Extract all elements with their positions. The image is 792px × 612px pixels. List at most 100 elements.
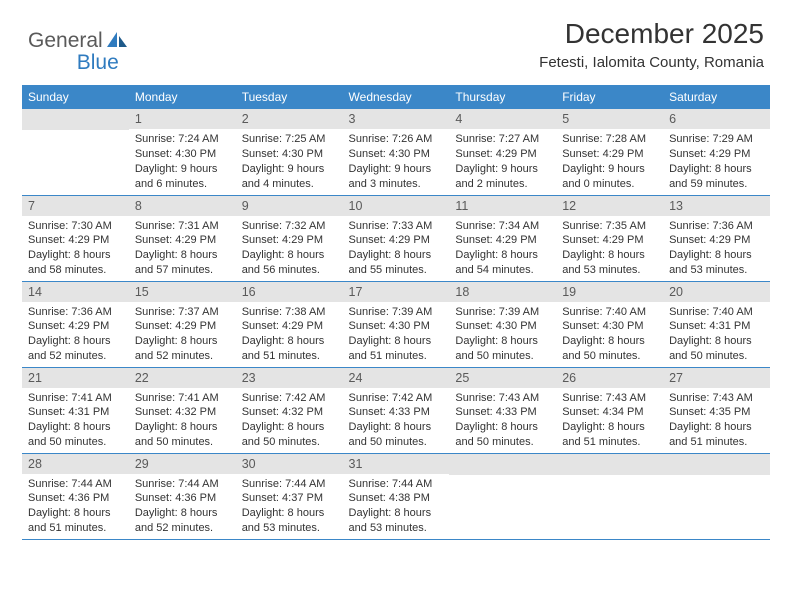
daylight-line: Daylight: 8 hours and 50 minutes. xyxy=(349,420,444,450)
day-cell: 10Sunrise: 7:33 AMSunset: 4:29 PMDayligh… xyxy=(343,195,450,281)
logo-text-blue: Blue xyxy=(77,51,119,75)
location: Fetesti, Ialomita County, Romania xyxy=(539,54,764,71)
sunrise-line: Sunrise: 7:24 AM xyxy=(135,132,230,147)
daylight-line: Daylight: 8 hours and 54 minutes. xyxy=(455,248,550,278)
day-number: 12 xyxy=(556,196,663,216)
week-row: 28Sunrise: 7:44 AMSunset: 4:36 PMDayligh… xyxy=(22,453,770,539)
day-cell: 16Sunrise: 7:38 AMSunset: 4:29 PMDayligh… xyxy=(236,281,343,367)
day-cell: 28Sunrise: 7:44 AMSunset: 4:36 PMDayligh… xyxy=(22,453,129,539)
day-cell: 4Sunrise: 7:27 AMSunset: 4:29 PMDaylight… xyxy=(449,109,556,195)
day-number: 11 xyxy=(449,196,556,216)
empty-daynum-bar xyxy=(22,109,129,130)
day-cell: 9Sunrise: 7:32 AMSunset: 4:29 PMDaylight… xyxy=(236,195,343,281)
sunrise-line: Sunrise: 7:40 AM xyxy=(562,305,657,320)
dow-thursday: Thursday xyxy=(449,85,556,109)
sunset-line: Sunset: 4:29 PM xyxy=(455,147,550,162)
day-cell: 25Sunrise: 7:43 AMSunset: 4:33 PMDayligh… xyxy=(449,367,556,453)
day-cell: 11Sunrise: 7:34 AMSunset: 4:29 PMDayligh… xyxy=(449,195,556,281)
sunset-line: Sunset: 4:30 PM xyxy=(455,319,550,334)
day-cell: 12Sunrise: 7:35 AMSunset: 4:29 PMDayligh… xyxy=(556,195,663,281)
sunrise-line: Sunrise: 7:36 AM xyxy=(669,219,764,234)
sunset-line: Sunset: 4:32 PM xyxy=(242,405,337,420)
sunrise-line: Sunrise: 7:44 AM xyxy=(242,477,337,492)
sunset-line: Sunset: 4:30 PM xyxy=(242,147,337,162)
daylight-line: Daylight: 8 hours and 51 minutes. xyxy=(669,420,764,450)
sunrise-line: Sunrise: 7:40 AM xyxy=(669,305,764,320)
daylight-line: Daylight: 8 hours and 53 minutes. xyxy=(669,248,764,278)
day-number: 27 xyxy=(663,368,770,388)
day-details: Sunrise: 7:42 AMSunset: 4:33 PMDaylight:… xyxy=(343,388,450,452)
week-row: 1Sunrise: 7:24 AMSunset: 4:30 PMDaylight… xyxy=(22,109,770,195)
sunset-line: Sunset: 4:29 PM xyxy=(562,147,657,162)
sunset-line: Sunset: 4:37 PM xyxy=(242,491,337,506)
sunrise-line: Sunrise: 7:32 AM xyxy=(242,219,337,234)
day-number: 19 xyxy=(556,282,663,302)
sunset-line: Sunset: 4:30 PM xyxy=(349,147,444,162)
sunrise-line: Sunrise: 7:26 AM xyxy=(349,132,444,147)
day-details: Sunrise: 7:44 AMSunset: 4:36 PMDaylight:… xyxy=(129,474,236,538)
day-details: Sunrise: 7:39 AMSunset: 4:30 PMDaylight:… xyxy=(449,302,556,366)
sunrise-line: Sunrise: 7:42 AM xyxy=(242,391,337,406)
daylight-line: Daylight: 8 hours and 50 minutes. xyxy=(242,420,337,450)
day-details: Sunrise: 7:36 AMSunset: 4:29 PMDaylight:… xyxy=(22,302,129,366)
day-cell: 8Sunrise: 7:31 AMSunset: 4:29 PMDaylight… xyxy=(129,195,236,281)
day-number: 8 xyxy=(129,196,236,216)
sunset-line: Sunset: 4:29 PM xyxy=(242,233,337,248)
day-cell: 2Sunrise: 7:25 AMSunset: 4:30 PMDaylight… xyxy=(236,109,343,195)
day-number: 9 xyxy=(236,196,343,216)
daylight-line: Daylight: 9 hours and 4 minutes. xyxy=(242,162,337,192)
daylight-line: Daylight: 8 hours and 57 minutes. xyxy=(135,248,230,278)
day-details: Sunrise: 7:27 AMSunset: 4:29 PMDaylight:… xyxy=(449,129,556,193)
daylight-line: Daylight: 8 hours and 59 minutes. xyxy=(669,162,764,192)
day-details: Sunrise: 7:41 AMSunset: 4:32 PMDaylight:… xyxy=(129,388,236,452)
day-details: Sunrise: 7:36 AMSunset: 4:29 PMDaylight:… xyxy=(663,216,770,280)
sunrise-line: Sunrise: 7:34 AM xyxy=(455,219,550,234)
sunrise-line: Sunrise: 7:36 AM xyxy=(28,305,123,320)
daylight-line: Daylight: 9 hours and 3 minutes. xyxy=(349,162,444,192)
sunset-line: Sunset: 4:36 PM xyxy=(28,491,123,506)
day-details: Sunrise: 7:37 AMSunset: 4:29 PMDaylight:… xyxy=(129,302,236,366)
day-number: 2 xyxy=(236,109,343,129)
day-details: Sunrise: 7:41 AMSunset: 4:31 PMDaylight:… xyxy=(22,388,129,452)
sunset-line: Sunset: 4:33 PM xyxy=(349,405,444,420)
day-cell: 13Sunrise: 7:36 AMSunset: 4:29 PMDayligh… xyxy=(663,195,770,281)
day-cell: 26Sunrise: 7:43 AMSunset: 4:34 PMDayligh… xyxy=(556,367,663,453)
day-details: Sunrise: 7:44 AMSunset: 4:36 PMDaylight:… xyxy=(22,474,129,538)
day-cell xyxy=(663,453,770,539)
day-details: Sunrise: 7:44 AMSunset: 4:38 PMDaylight:… xyxy=(343,474,450,538)
daylight-line: Daylight: 9 hours and 2 minutes. xyxy=(455,162,550,192)
day-cell: 7Sunrise: 7:30 AMSunset: 4:29 PMDaylight… xyxy=(22,195,129,281)
sunrise-line: Sunrise: 7:44 AM xyxy=(135,477,230,492)
sunrise-line: Sunrise: 7:39 AM xyxy=(349,305,444,320)
day-details: Sunrise: 7:29 AMSunset: 4:29 PMDaylight:… xyxy=(663,129,770,193)
daylight-line: Daylight: 8 hours and 53 minutes. xyxy=(242,506,337,536)
sunset-line: Sunset: 4:30 PM xyxy=(349,319,444,334)
sunset-line: Sunset: 4:29 PM xyxy=(349,233,444,248)
day-number: 31 xyxy=(343,454,450,474)
day-number: 15 xyxy=(129,282,236,302)
day-cell: 31Sunrise: 7:44 AMSunset: 4:38 PMDayligh… xyxy=(343,453,450,539)
week-row: 7Sunrise: 7:30 AMSunset: 4:29 PMDaylight… xyxy=(22,195,770,281)
sunrise-line: Sunrise: 7:44 AM xyxy=(28,477,123,492)
day-number: 10 xyxy=(343,196,450,216)
daylight-line: Daylight: 8 hours and 50 minutes. xyxy=(28,420,123,450)
day-cell xyxy=(556,453,663,539)
day-cell: 17Sunrise: 7:39 AMSunset: 4:30 PMDayligh… xyxy=(343,281,450,367)
week-row: 14Sunrise: 7:36 AMSunset: 4:29 PMDayligh… xyxy=(22,281,770,367)
sunset-line: Sunset: 4:34 PM xyxy=(562,405,657,420)
day-details: Sunrise: 7:25 AMSunset: 4:30 PMDaylight:… xyxy=(236,129,343,193)
daylight-line: Daylight: 8 hours and 52 minutes. xyxy=(28,334,123,364)
day-cell: 20Sunrise: 7:40 AMSunset: 4:31 PMDayligh… xyxy=(663,281,770,367)
dow-friday: Friday xyxy=(556,85,663,109)
logo-text-general: General xyxy=(28,29,103,53)
day-number: 23 xyxy=(236,368,343,388)
sunrise-line: Sunrise: 7:39 AM xyxy=(455,305,550,320)
sunrise-line: Sunrise: 7:25 AM xyxy=(242,132,337,147)
daylight-line: Daylight: 8 hours and 50 minutes. xyxy=(135,420,230,450)
sunset-line: Sunset: 4:29 PM xyxy=(455,233,550,248)
day-details: Sunrise: 7:28 AMSunset: 4:29 PMDaylight:… xyxy=(556,129,663,193)
sunrise-line: Sunrise: 7:30 AM xyxy=(28,219,123,234)
day-details: Sunrise: 7:34 AMSunset: 4:29 PMDaylight:… xyxy=(449,216,556,280)
day-cell: 29Sunrise: 7:44 AMSunset: 4:36 PMDayligh… xyxy=(129,453,236,539)
dow-saturday: Saturday xyxy=(663,85,770,109)
